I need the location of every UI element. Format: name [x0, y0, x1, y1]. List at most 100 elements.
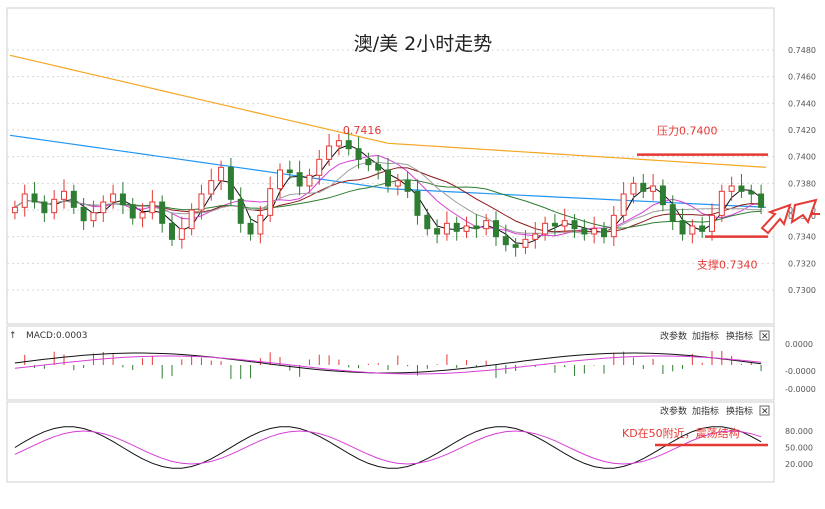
macd-switch-indicator-button[interactable]: 换指标 — [726, 330, 753, 342]
candle — [493, 211, 499, 246]
candle — [453, 216, 460, 241]
candle — [610, 206, 617, 246]
candle — [532, 222, 539, 249]
candle — [718, 184, 725, 222]
candle — [11, 200, 18, 220]
macd-close-button[interactable] — [759, 330, 770, 341]
candle — [129, 198, 136, 225]
candle — [601, 222, 607, 244]
kdj-lines — [14, 426, 762, 469]
price-tick-label: 0.7440 — [788, 99, 816, 108]
candle — [679, 208, 686, 241]
kdj-k-line — [14, 426, 762, 469]
candle — [237, 187, 244, 233]
candle — [355, 136, 362, 169]
candle — [463, 216, 470, 238]
kdj-params-button[interactable]: 改参数 — [660, 405, 687, 417]
candle — [188, 203, 195, 236]
candle — [561, 208, 568, 233]
candle — [178, 216, 185, 249]
candle — [758, 184, 765, 214]
ma-orange-line — [9, 54, 767, 168]
price-tick-label: 0.7380 — [788, 179, 816, 188]
candle — [326, 134, 333, 166]
macd-panel-frame — [6, 325, 775, 401]
candle — [748, 184, 755, 204]
candle — [208, 168, 215, 201]
candle — [306, 168, 313, 193]
candle — [659, 179, 666, 212]
kdj-tick-label: 80.000 — [785, 427, 813, 436]
price-tick-label: 0.7400 — [788, 153, 816, 162]
candle — [218, 160, 225, 190]
candle — [709, 203, 715, 241]
macd-tick-label: 0.0000 — [785, 340, 813, 349]
macd-dea-line — [14, 355, 762, 375]
macd-tick-label: -0.0000 — [785, 385, 816, 394]
moving-average-lines — [9, 54, 767, 245]
candle — [424, 208, 431, 236]
macd-label: MACD:0.0003 — [26, 331, 88, 341]
candle — [591, 216, 598, 244]
kdj-close-button[interactable] — [759, 405, 770, 416]
support-label: 支撑0.7340 — [697, 258, 758, 272]
candle — [473, 214, 480, 238]
candle — [286, 160, 293, 180]
price-axis: 0.7480 0.7460 0.7440 0.7420 0.7400 0.7380 0.73… — [788, 46, 816, 295]
candle — [41, 195, 48, 222]
candle — [70, 184, 77, 214]
macd-tick-label: -0.0000 — [785, 367, 816, 376]
candle — [335, 134, 342, 156]
breakout-arrow-icon — [790, 198, 818, 225]
candle — [404, 171, 411, 198]
candle — [227, 158, 234, 206]
candle — [277, 163, 283, 198]
close-icon: ✕ — [761, 332, 769, 342]
candle — [90, 200, 97, 228]
candle — [80, 198, 87, 230]
candle — [699, 216, 706, 238]
kdj-panel-frame — [6, 401, 775, 483]
candle — [365, 152, 372, 172]
candle — [375, 155, 382, 180]
candle — [542, 216, 549, 241]
macd-axis: 0.0000 -0.0000 -0.0000 — [785, 340, 816, 394]
candle — [630, 176, 637, 204]
candle — [385, 158, 391, 193]
kdj-tick-label: 20.000 — [785, 460, 813, 469]
candlestick-series — [11, 131, 765, 257]
kdj-tick-label: 50.000 — [785, 444, 813, 453]
price-tick-label: 0.7460 — [788, 73, 816, 82]
candle — [483, 214, 490, 236]
candle — [551, 214, 558, 236]
candle — [61, 179, 67, 209]
candle — [443, 211, 450, 241]
macd-arrow-icon: ↑ — [9, 331, 17, 341]
candle — [21, 184, 28, 217]
close-icon: ✕ — [761, 407, 769, 417]
candle — [434, 219, 441, 244]
kdj-d-line — [14, 430, 762, 465]
candle — [119, 182, 126, 214]
kdj-add-indicator-button[interactable]: 加指标 — [692, 405, 719, 417]
candle — [728, 176, 735, 201]
candle — [502, 224, 509, 252]
kdj-switch-indicator-button[interactable]: 换指标 — [726, 405, 753, 417]
candle — [159, 195, 166, 233]
macd-params-button[interactable]: 改参数 — [660, 330, 687, 342]
candle — [149, 190, 156, 220]
macd-histogram — [24, 351, 762, 379]
candle — [650, 174, 657, 201]
candle — [414, 179, 421, 225]
candle — [316, 150, 323, 185]
price-tick-label: 0.7480 — [788, 46, 816, 55]
price-tick-label: 0.7420 — [788, 126, 816, 135]
candle — [247, 216, 254, 241]
candle — [345, 131, 352, 156]
price-tick-label: 0.7320 — [788, 259, 816, 268]
kdj-axis: 80.000 50.000 20.000 — [785, 427, 813, 469]
candle — [669, 195, 676, 230]
candle — [198, 184, 205, 220]
macd-add-indicator-button[interactable]: 加指标 — [692, 330, 719, 342]
